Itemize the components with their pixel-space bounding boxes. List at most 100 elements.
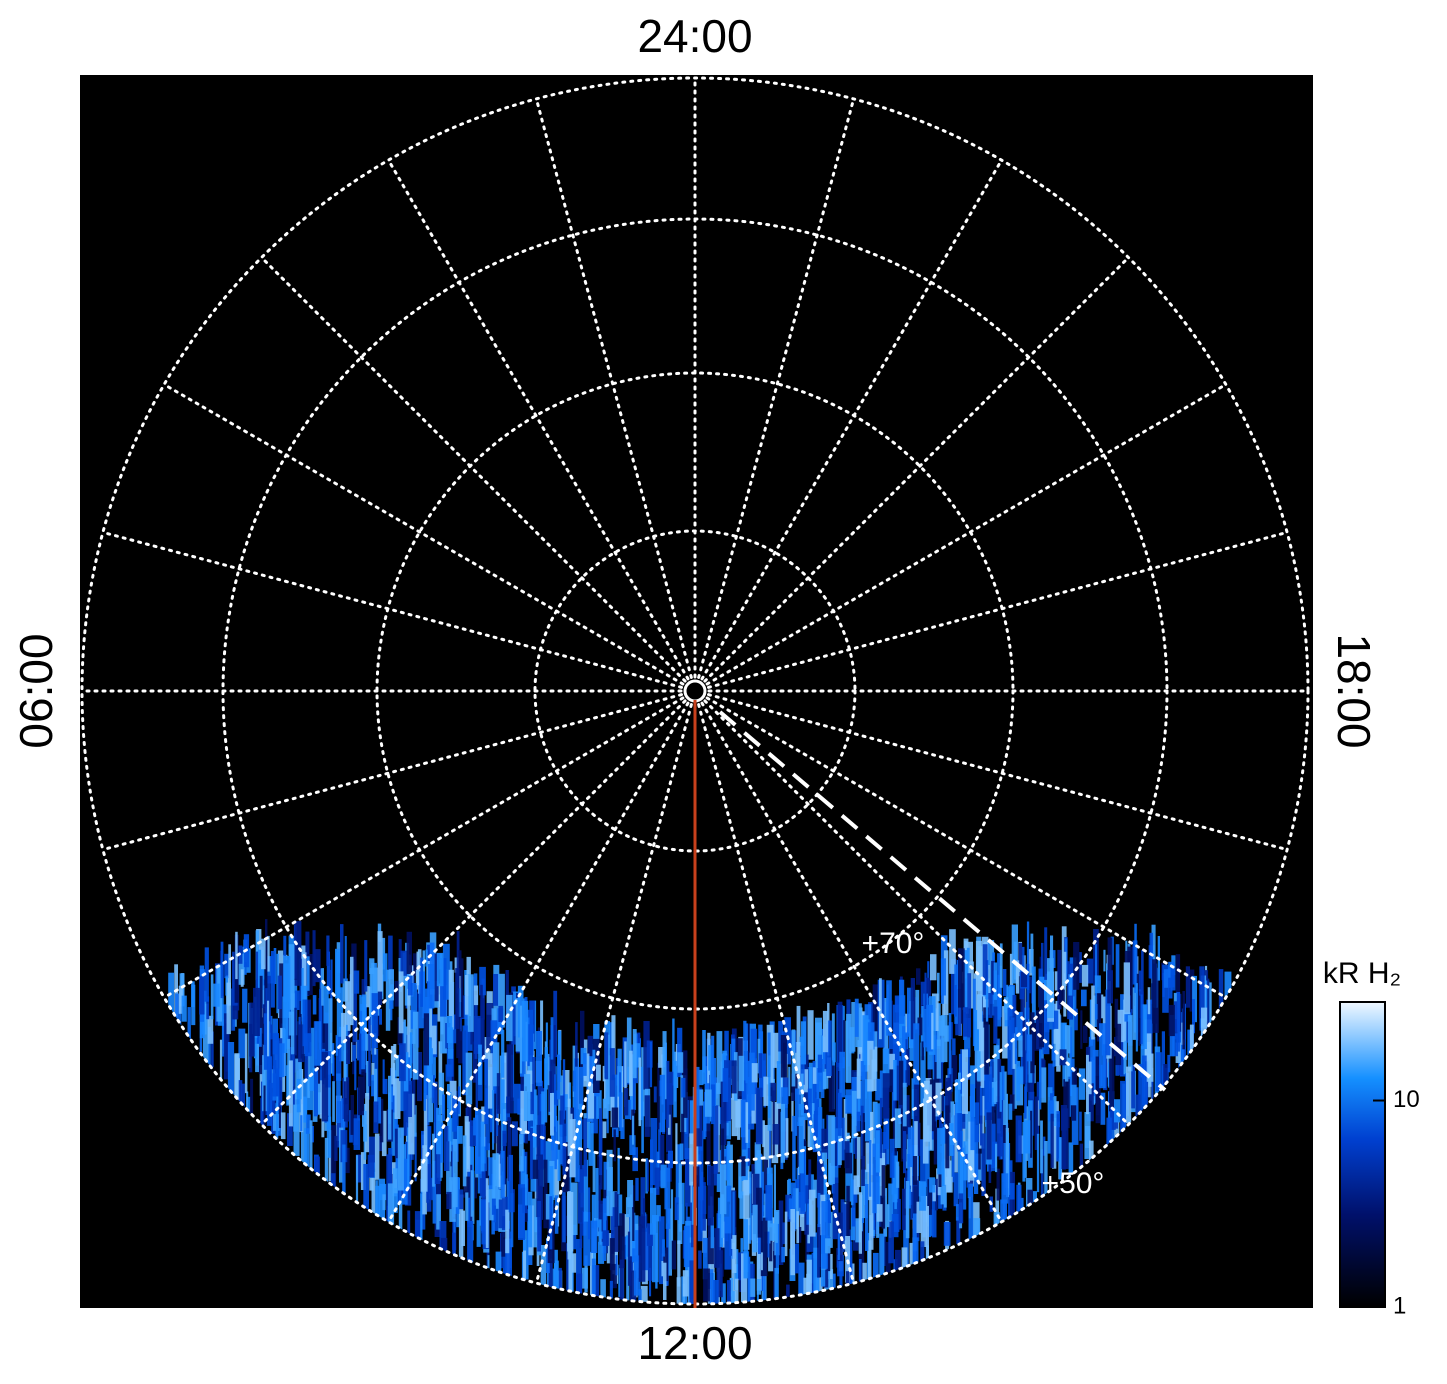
aurora-streak	[341, 1012, 347, 1044]
meridian-line	[260, 256, 687, 683]
aurora-streak	[815, 1022, 822, 1068]
aurora-streak	[498, 1005, 504, 1022]
aurora-streak	[826, 1200, 831, 1224]
aurora-streak	[949, 929, 956, 974]
aurora-streak	[301, 952, 307, 1018]
aurora-streak	[428, 1075, 433, 1123]
aurora-streak	[828, 1065, 835, 1112]
aurora-streak	[935, 1082, 942, 1117]
aurora-streak	[549, 1196, 553, 1250]
aurora-streak	[937, 972, 940, 1002]
aurora-streak	[668, 1150, 673, 1169]
aurora-streak	[1050, 935, 1054, 992]
aurora-streak	[931, 1012, 934, 1050]
aurora-streak	[667, 1208, 672, 1276]
aurora-streak	[775, 1219, 778, 1243]
aurora-streak	[683, 1225, 690, 1268]
aurora-streak	[859, 1259, 862, 1301]
aurora-streak	[882, 1048, 890, 1088]
aurora-streak	[1039, 1049, 1042, 1110]
aurora-streak	[977, 1049, 982, 1082]
aurora-streak	[1088, 1061, 1092, 1095]
aurora-streak	[393, 1044, 397, 1061]
aurora-streak	[915, 989, 920, 1030]
aurora-streak	[267, 935, 270, 972]
aurora-streak	[902, 1082, 907, 1127]
aurora-streak	[821, 1201, 828, 1269]
aurora-streak	[1026, 921, 1030, 990]
aurora-streak	[791, 1182, 796, 1232]
aurora-streak	[558, 1267, 562, 1297]
aurora-streak	[562, 1183, 566, 1243]
aurora-streak	[869, 1140, 872, 1197]
aurora-streak	[379, 1098, 384, 1143]
aurora-streak	[1123, 962, 1130, 1015]
aurora-streak	[1172, 1033, 1178, 1057]
aurora-streak	[939, 1113, 942, 1129]
aurora-streak	[745, 1102, 749, 1143]
aurora-streak	[825, 1238, 831, 1254]
aurora-streak	[905, 1133, 911, 1169]
aurora-streak	[649, 1267, 652, 1297]
aurora-streak	[409, 1032, 413, 1079]
aurora-streak	[731, 1060, 737, 1094]
aurora-streak	[837, 1233, 840, 1260]
aurora-streak	[1001, 1173, 1009, 1204]
aurora-streak	[788, 1198, 793, 1220]
aurora-streak	[206, 996, 210, 1020]
aurora-streak	[544, 1141, 552, 1183]
aurora-streak	[1114, 1099, 1121, 1123]
aurora-streak	[304, 1033, 312, 1057]
aurora-streak	[493, 1205, 496, 1223]
aurora-streak	[828, 1115, 835, 1184]
aurora-streak	[407, 988, 411, 1058]
aurora-streak	[897, 1198, 901, 1230]
aurora-streak	[367, 1154, 375, 1178]
aurora-streak	[353, 970, 360, 994]
aurora-streak	[416, 1052, 423, 1102]
aurora-streak	[554, 1074, 557, 1105]
aurora-streak	[570, 1182, 578, 1235]
aurora-streak	[1030, 933, 1034, 973]
aurora-streak	[1115, 944, 1120, 988]
aurora-streak	[1170, 968, 1176, 991]
aurora-streak	[1067, 961, 1070, 1020]
aurora-streak	[590, 1220, 598, 1253]
aurora-streak	[492, 1153, 499, 1209]
aurora-streak	[702, 1218, 707, 1253]
aurora-streak	[1114, 1121, 1120, 1146]
aurora-streak	[530, 1084, 534, 1115]
aurora-streak	[599, 1108, 603, 1176]
aurora-streak	[919, 1181, 926, 1211]
aurora-streak	[378, 1178, 386, 1247]
aurora-streak	[785, 1194, 793, 1222]
aurora-streak	[910, 1176, 914, 1220]
aurora-streak	[506, 1178, 510, 1229]
aurora-streak	[1201, 1007, 1208, 1038]
aurora-streak	[1134, 923, 1137, 993]
aurora-streak	[488, 1185, 496, 1221]
aurora-streak	[926, 1004, 933, 1052]
aurora-streak	[572, 1253, 577, 1273]
meridian-line	[700, 701, 1003, 1224]
aurora-streak	[888, 1221, 894, 1264]
aurora-streak	[658, 1122, 661, 1181]
aurora-streak	[930, 954, 937, 981]
aurora-streak	[635, 1177, 639, 1201]
aurora-streak	[465, 1052, 473, 1105]
aurora-streak	[508, 1154, 513, 1213]
aurora-streak	[698, 1069, 704, 1086]
aurora-streak	[456, 931, 460, 994]
aurora-streak	[667, 1071, 674, 1105]
aurora-streak	[796, 1005, 801, 1074]
aurora-streak	[743, 1179, 750, 1250]
aurora-streak	[785, 1118, 789, 1158]
aurora-streak	[800, 1045, 805, 1085]
aurora-streak	[902, 1188, 906, 1231]
aurora-streak	[743, 1020, 747, 1081]
aurora-streak	[460, 958, 464, 1018]
aurora-streak	[452, 1095, 457, 1132]
aurora-streak	[1100, 1092, 1106, 1125]
aurora-streak	[392, 1168, 398, 1194]
aurora-streak	[227, 1042, 235, 1098]
